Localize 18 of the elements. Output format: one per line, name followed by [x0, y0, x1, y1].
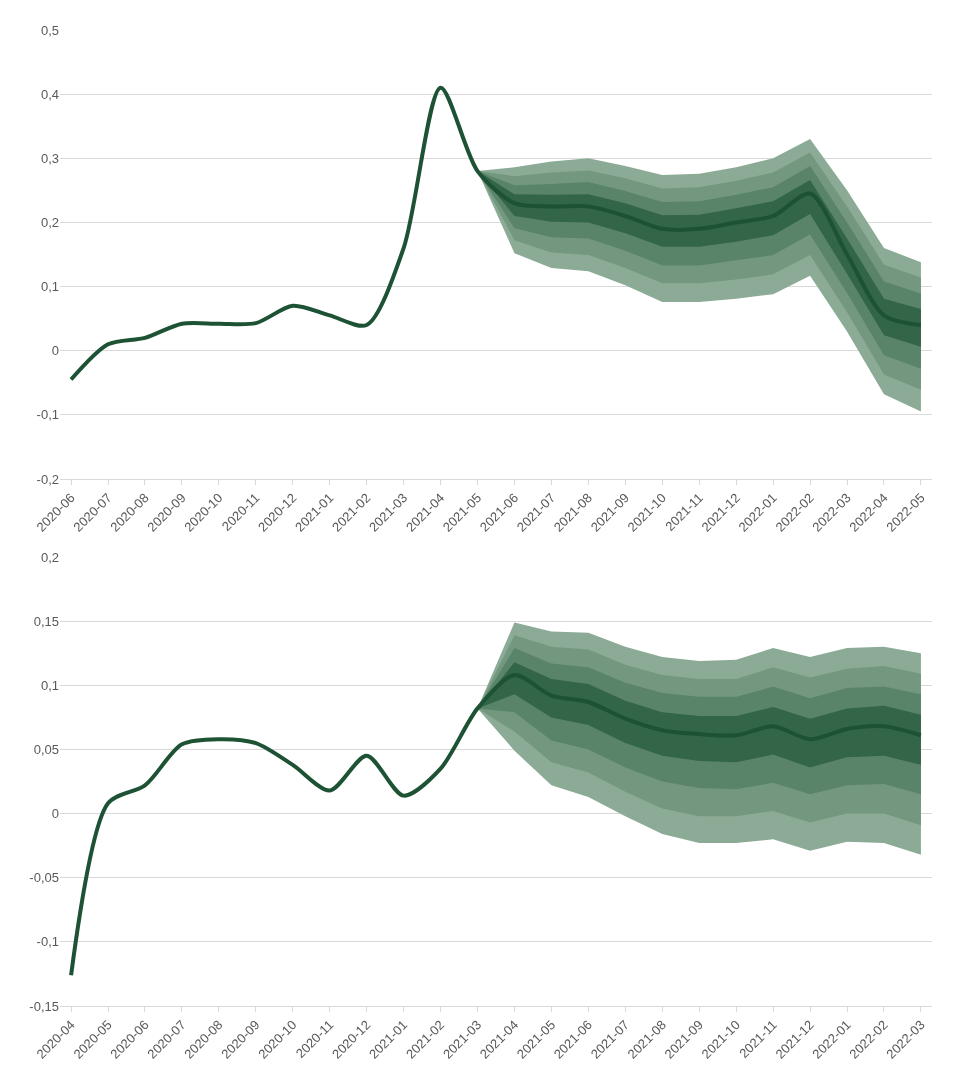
- line-series: [69, 85, 923, 382]
- y-tick-label: -0,15: [29, 998, 59, 1014]
- y-tick-label: 0,2: [40, 549, 59, 565]
- y-tick-label: 0,5: [40, 22, 59, 38]
- y-tick-label: 0,4: [40, 86, 59, 102]
- y-tick-label: 0,2: [40, 214, 59, 230]
- y-tick-label: 0: [51, 806, 59, 822]
- y-tick-label: -0,2: [36, 471, 59, 487]
- y-tick-label: 0,15: [33, 613, 59, 629]
- line-series: [69, 673, 923, 978]
- y-tick-label: -0,1: [36, 934, 59, 950]
- y-tick-label: -0,1: [36, 407, 59, 423]
- y-tick-label: -0,05: [29, 870, 59, 886]
- y-tick-label: 0,05: [33, 742, 59, 757]
- y-tick-label: 0,1: [40, 677, 59, 693]
- y-tick-label: 0,3: [40, 150, 59, 166]
- y-tick-label: 0: [51, 343, 59, 359]
- y-tick-label: 0,1: [40, 279, 59, 295]
